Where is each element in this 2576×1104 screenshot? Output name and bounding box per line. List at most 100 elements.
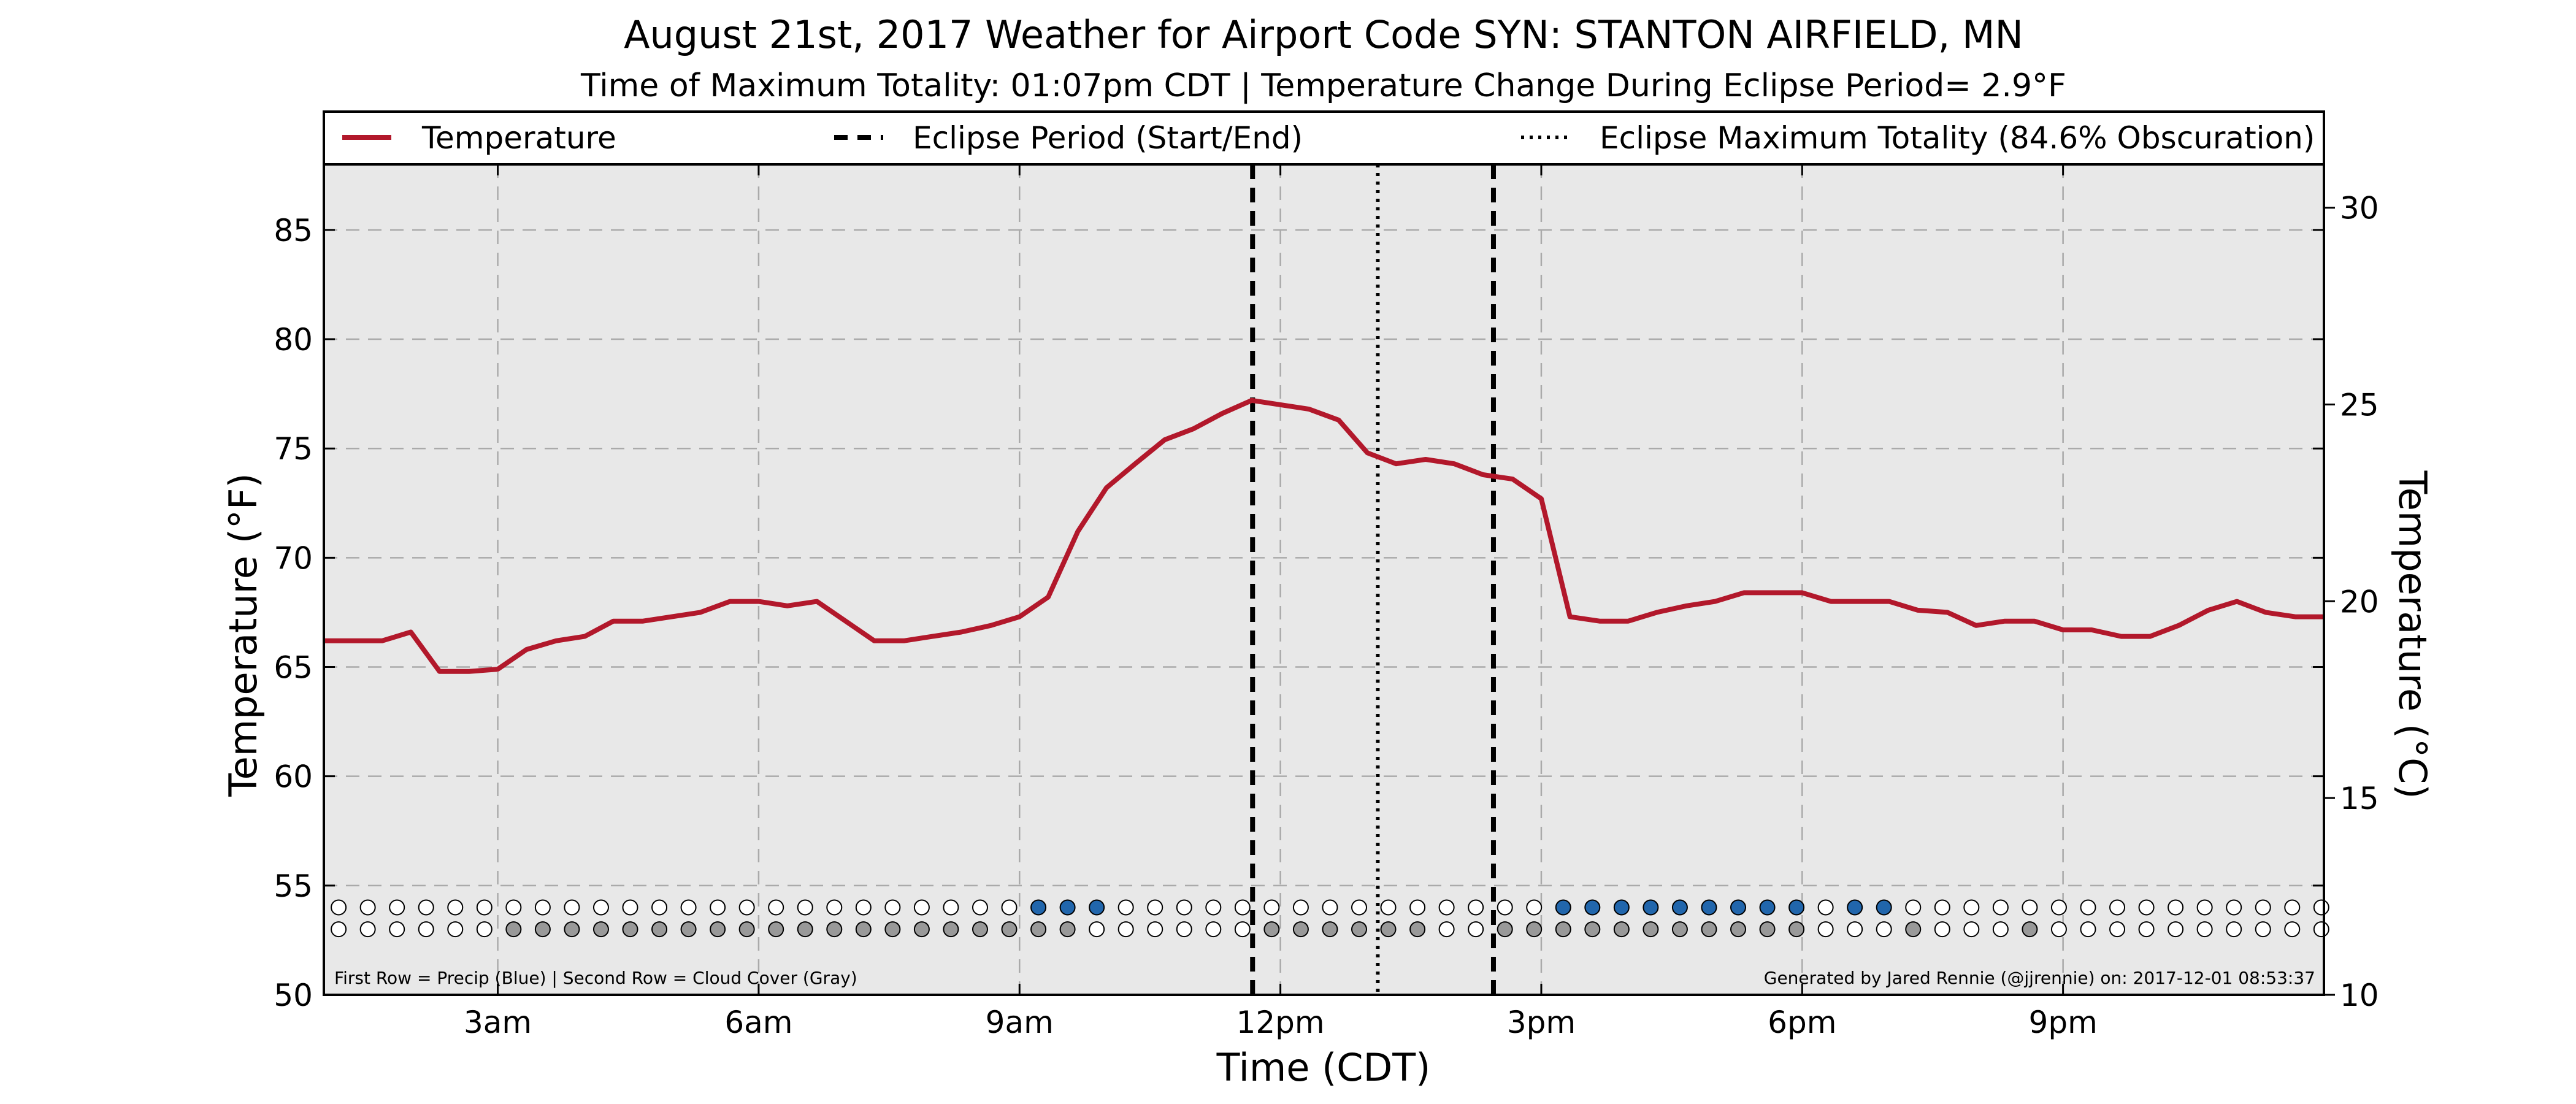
cloud-dot bbox=[1643, 921, 1659, 938]
precip-dot bbox=[1438, 899, 1455, 916]
cloud-dot bbox=[1117, 921, 1134, 938]
y-axis-label-left: Temperature (°F) bbox=[221, 473, 266, 797]
cloud-dot bbox=[826, 921, 843, 938]
precip-dot bbox=[1117, 899, 1134, 916]
precip-dot bbox=[1001, 899, 1018, 916]
cloud-dot bbox=[1788, 921, 1805, 938]
precip-dot bbox=[680, 899, 697, 916]
x-tick-label: 9pm bbox=[2029, 1005, 2098, 1040]
x-tick-label: 6am bbox=[724, 1005, 792, 1040]
precip-dot bbox=[2050, 899, 2067, 916]
precip-dot bbox=[797, 899, 813, 916]
cloud-dot bbox=[738, 921, 755, 938]
cloud-dot bbox=[1001, 921, 1018, 938]
precip-dot bbox=[1963, 899, 1980, 916]
y-right-tick-label: 25 bbox=[2340, 387, 2379, 423]
precip-dot bbox=[1584, 899, 1601, 916]
cloud-dot bbox=[2080, 921, 2096, 938]
cloud-dot bbox=[389, 921, 405, 938]
y-tick-label: 50 bbox=[274, 978, 313, 1013]
precip-dot bbox=[2313, 899, 2329, 916]
precip-dot bbox=[1759, 899, 1776, 916]
y-tick-label: 80 bbox=[274, 322, 313, 358]
cloud-dot bbox=[2226, 921, 2242, 938]
precip-dot bbox=[1468, 899, 1484, 916]
precip-dot bbox=[913, 899, 930, 916]
precip-dot bbox=[1992, 899, 2009, 916]
precip-dot bbox=[1059, 899, 1076, 916]
precip-dot bbox=[2255, 899, 2271, 916]
cloud-dot bbox=[1905, 921, 1922, 938]
x-tick-label: 6pm bbox=[1768, 1005, 1836, 1040]
cloud-dot bbox=[476, 921, 493, 938]
cloud-dot bbox=[2168, 921, 2184, 938]
cloud-dot bbox=[1759, 921, 1776, 938]
precip-dot bbox=[622, 899, 638, 916]
precip-dot bbox=[1788, 899, 1805, 916]
precip-dot bbox=[1089, 899, 1105, 916]
precip-dot bbox=[1292, 899, 1309, 916]
x-tick-label: 3am bbox=[464, 1005, 532, 1040]
cloud-dot bbox=[1322, 921, 1338, 938]
precip-dot bbox=[331, 899, 347, 916]
legend: Temperature Eclipse Period (Start/End) E… bbox=[323, 110, 2325, 166]
y-right-tick-label: 10 bbox=[2340, 978, 2379, 1013]
cloud-dot bbox=[1147, 921, 1163, 938]
precip-dot bbox=[1876, 899, 1892, 916]
cloud-dot bbox=[418, 921, 434, 938]
precip-dot bbox=[359, 899, 376, 916]
cloud-dot bbox=[1059, 921, 1076, 938]
precip-dot bbox=[943, 899, 959, 916]
precip-dot bbox=[1847, 899, 1863, 916]
x-axis-label: Time (CDT) bbox=[1216, 1045, 1431, 1090]
y-tick-label: 65 bbox=[274, 650, 313, 686]
cloud-dot bbox=[1176, 921, 1192, 938]
cloud-dot bbox=[2255, 921, 2271, 938]
y-tick-label: 75 bbox=[274, 431, 313, 467]
footnote-left: First Row = Precip (Blue) | Second Row =… bbox=[334, 968, 857, 988]
cloud-dot bbox=[680, 921, 697, 938]
cloud-dot bbox=[2138, 921, 2155, 938]
precip-dot bbox=[1643, 899, 1659, 916]
cloud-dot bbox=[913, 921, 930, 938]
cloud-dot bbox=[1934, 921, 1950, 938]
precip-dot bbox=[418, 899, 434, 916]
cloud-dot bbox=[710, 921, 726, 938]
precip-dot bbox=[2109, 899, 2126, 916]
legend-label-eclipse-max: Eclipse Maximum Totality (84.6% Obscurat… bbox=[1600, 120, 2315, 156]
cloud-dot bbox=[1497, 921, 1513, 938]
precip-dot bbox=[1730, 899, 1747, 916]
precip-dot bbox=[1030, 899, 1047, 916]
cloud-dot bbox=[2050, 921, 2067, 938]
precip-dot bbox=[1613, 899, 1630, 916]
precip-dot bbox=[1497, 899, 1513, 916]
cloud-dot bbox=[564, 921, 580, 938]
cloud-dot bbox=[943, 921, 959, 938]
chart-subtitle: Time of Maximum Totality: 01:07pm CDT | … bbox=[580, 67, 2066, 104]
cloud-dot bbox=[855, 921, 872, 938]
cloud-dot bbox=[1701, 921, 1717, 938]
precip-dot bbox=[1555, 899, 1571, 916]
cloud-dot bbox=[1876, 921, 1892, 938]
cloud-dot bbox=[505, 921, 522, 938]
cloud-dot bbox=[1526, 921, 1543, 938]
precip-dot bbox=[2284, 899, 2301, 916]
cloud-dot bbox=[884, 921, 901, 938]
precip-dot bbox=[1701, 899, 1717, 916]
precip-dot bbox=[476, 899, 493, 916]
y-tick-label: 70 bbox=[274, 540, 313, 576]
cloud-dot bbox=[331, 921, 347, 938]
legend-label-eclipse-period: Eclipse Period (Start/End) bbox=[913, 120, 1303, 156]
y-tick-label: 60 bbox=[274, 759, 313, 795]
cloud-dot bbox=[1205, 921, 1222, 938]
precip-dot bbox=[1409, 899, 1426, 916]
cloud-dot bbox=[534, 921, 551, 938]
cloud-dot bbox=[1438, 921, 1455, 938]
cloud-dot bbox=[2284, 921, 2301, 938]
plot-background bbox=[324, 164, 2324, 995]
temperature-line bbox=[324, 397, 2324, 674]
precip-dot bbox=[855, 899, 872, 916]
cloud-dot bbox=[1263, 921, 1280, 938]
cloud-dot bbox=[2196, 921, 2213, 938]
precip-dot bbox=[2196, 899, 2213, 916]
